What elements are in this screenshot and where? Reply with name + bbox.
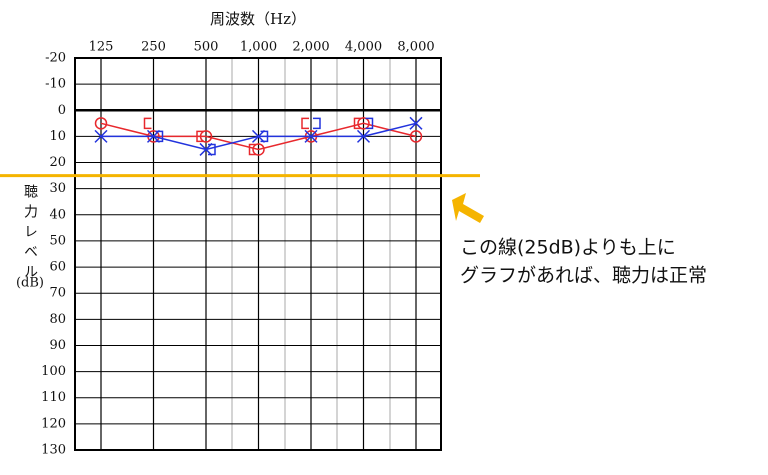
- marker: [94, 129, 108, 143]
- marker: [94, 117, 108, 130]
- y-tick-label: 80: [49, 312, 66, 327]
- annotation: この線(25dB)よりも上に: [460, 237, 676, 259]
- x-tick-label: 1,000: [240, 40, 277, 55]
- x-tick-label: 250: [141, 40, 166, 55]
- marker: [353, 117, 362, 130]
- y-tick-label: 20: [49, 155, 66, 170]
- y-tick-label: 70: [49, 286, 66, 301]
- chart-title: 周波数（Hz）: [210, 10, 306, 28]
- y-tick-label: 50: [49, 233, 66, 248]
- y-tick-label: 130: [41, 443, 66, 458]
- y-tick-label: 10: [49, 129, 66, 144]
- marker: [357, 117, 370, 130]
- y-tick-label: 110: [41, 390, 66, 405]
- marker: [208, 143, 216, 156]
- minor-grid: [231, 58, 391, 450]
- y-tick-label: 0: [58, 103, 66, 118]
- y-tick-label: 60: [49, 260, 66, 275]
- marker: [196, 130, 204, 143]
- y-tick-label: -20: [45, 51, 66, 66]
- marker: [251, 129, 266, 143]
- marker: [356, 129, 371, 143]
- x-tick-label: 2,000: [292, 40, 329, 55]
- marker: [199, 130, 213, 143]
- arrow: [452, 193, 484, 223]
- marker: [409, 130, 423, 143]
- annotation: グラフがあれば、聴力は正常: [460, 265, 707, 287]
- marker: [199, 142, 213, 156]
- y-unit: (dB): [16, 276, 44, 291]
- y-tick-label: 120: [41, 416, 66, 431]
- marker: [260, 130, 269, 143]
- y-label: 聴力レベル: [22, 184, 38, 284]
- x-tick-label: 8,000: [397, 40, 434, 55]
- marker: [143, 117, 152, 130]
- marker: [146, 129, 161, 143]
- marker: [313, 117, 321, 130]
- marker: [301, 117, 309, 130]
- y-tick-label: 100: [41, 364, 66, 379]
- y-tick-label: 90: [49, 338, 66, 353]
- y-tick-label: -10: [45, 77, 66, 92]
- x-tick-label: 4,000: [345, 40, 382, 55]
- marker: [365, 117, 374, 130]
- y-tick-label: 40: [49, 207, 66, 222]
- marker: [155, 130, 164, 143]
- plot-frame: [74, 57, 442, 451]
- marker: [248, 143, 257, 156]
- marker: [252, 143, 265, 156]
- marker: [409, 116, 423, 130]
- x-tick-label: 500: [194, 40, 219, 55]
- y-tick-label: 30: [49, 181, 66, 196]
- marker: [304, 129, 318, 143]
- x-tick-label: 125: [89, 40, 114, 55]
